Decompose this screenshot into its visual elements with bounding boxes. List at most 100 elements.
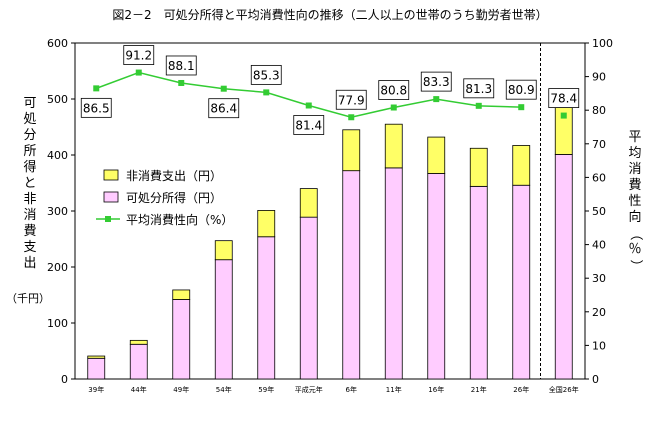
bar-nonconsumption <box>512 145 531 186</box>
left-axis-label: 可処分所得と非消費支出 <box>23 96 37 271</box>
line-point <box>93 85 100 92</box>
left-tick-label: 600 <box>47 37 68 50</box>
line-point <box>518 104 525 111</box>
data-label: 81.3 <box>465 82 492 96</box>
line-point <box>263 89 270 96</box>
x-tick-label: 11年 <box>386 385 402 394</box>
data-label-box <box>505 79 537 100</box>
legend-label-disposable: 可処分所得（円） <box>126 190 222 205</box>
bar-nonconsumption <box>299 188 318 218</box>
left-axis-unit: （千円） <box>6 292 50 305</box>
right-tick-label: 0 <box>592 373 599 386</box>
data-label-box <box>420 71 452 92</box>
bar-disposable-income <box>512 184 531 380</box>
data-label: 88.1 <box>168 59 195 73</box>
bar-disposable-income <box>129 343 148 380</box>
data-label-box <box>463 78 495 99</box>
bar-disposable-income <box>257 236 276 380</box>
data-label: 78.4 <box>550 92 577 106</box>
right-tick-label: 80 <box>592 104 606 117</box>
right-tick-label: 50 <box>592 205 606 218</box>
bar-nonconsumption <box>87 355 106 359</box>
data-label: 85.3 <box>253 68 280 82</box>
left-tick-label: 100 <box>47 317 68 330</box>
bar-nonconsumption <box>427 136 446 174</box>
data-label: 86.4 <box>210 102 237 116</box>
data-label: 91.2 <box>125 49 152 63</box>
bar-disposable-income <box>469 185 488 380</box>
right-tick-label: 60 <box>592 171 606 184</box>
left-tick-label: 300 <box>47 205 68 218</box>
bar-disposable-income <box>299 216 318 380</box>
line-point <box>348 114 355 121</box>
x-tick-label: 平成元年 <box>295 385 323 394</box>
x-tick-label: 全国26年 <box>549 385 579 394</box>
data-label-box <box>378 80 410 100</box>
data-label-box <box>335 89 367 110</box>
bar-nonconsumption <box>384 123 403 169</box>
bar-disposable-income <box>342 170 361 380</box>
x-tick-label: 54年 <box>216 385 232 394</box>
data-label-box <box>80 97 112 118</box>
left-tick-label: 0 <box>61 373 68 386</box>
right-tick-label: 100 <box>592 37 613 50</box>
data-label: 80.9 <box>508 83 535 97</box>
x-tick-label: 16年 <box>428 385 444 394</box>
x-tick-label: 39年 <box>88 385 104 394</box>
data-label-box <box>250 64 282 85</box>
data-label-box <box>208 98 240 119</box>
bar-nonconsumption <box>342 129 361 172</box>
line-point <box>433 96 440 103</box>
left-tick-label: 200 <box>47 261 68 274</box>
bar-disposable-income <box>172 299 191 380</box>
bar-nonconsumption <box>469 147 488 187</box>
right-tick-label: 90 <box>592 71 606 84</box>
data-label-box <box>293 115 325 135</box>
line-point <box>560 112 567 119</box>
bar-disposable-income <box>87 357 106 380</box>
line-point <box>220 85 227 92</box>
right-tick-label: 10 <box>592 339 606 352</box>
x-tick-label: 44年 <box>131 385 147 394</box>
data-label-box <box>548 88 580 108</box>
bar-nonconsumption <box>214 240 233 261</box>
line-point <box>178 79 185 86</box>
left-tick-label: 400 <box>47 149 68 162</box>
bar-disposable-income <box>214 259 233 380</box>
chart-title: 図2－2 可処分所得と平均消費性向の推移（二人以上の世帯のうち勤労者世帯） <box>112 8 548 22</box>
bar-nonconsumption <box>172 289 191 300</box>
legend-label-propensity: 平均消費性向（%） <box>126 212 233 227</box>
x-tick-label: 6年 <box>346 385 357 394</box>
legend-swatch-nonconsumption <box>103 169 119 181</box>
data-label: 81.4 <box>295 118 322 132</box>
right-tick-label: 30 <box>592 272 606 285</box>
data-label-box <box>123 45 155 65</box>
left-tick-label: 500 <box>47 93 68 106</box>
bar-disposable-income <box>554 154 573 380</box>
data-label: 86.5 <box>83 101 110 115</box>
legend-swatch-point <box>105 216 111 222</box>
x-tick-label: 59年 <box>258 385 274 394</box>
x-tick-label: 26年 <box>513 385 529 394</box>
line-point <box>390 104 397 111</box>
data-label: 80.8 <box>380 84 407 98</box>
bar-disposable-income <box>427 173 446 380</box>
right-tick-label: 70 <box>592 138 606 151</box>
data-label: 77.9 <box>338 93 365 107</box>
line-propensity <box>95 71 522 119</box>
legend-swatch-disposable <box>103 191 119 203</box>
bar-nonconsumption <box>129 339 148 345</box>
x-tick-label: 49年 <box>173 385 189 394</box>
right-tick-label: 20 <box>592 306 606 319</box>
right-tick-label: 40 <box>592 239 606 252</box>
line-point <box>475 102 482 109</box>
data-label-box <box>165 55 197 76</box>
right-axis-label: 平均消費性向（％） <box>628 130 643 273</box>
x-tick-label: 21年 <box>471 385 487 394</box>
bar-nonconsumption <box>257 210 276 238</box>
bar-disposable-income <box>384 167 403 380</box>
data-label: 83.3 <box>423 75 450 89</box>
legend-label-nonconsumption: 非消費支出（円） <box>126 168 222 183</box>
line-point <box>305 102 312 109</box>
